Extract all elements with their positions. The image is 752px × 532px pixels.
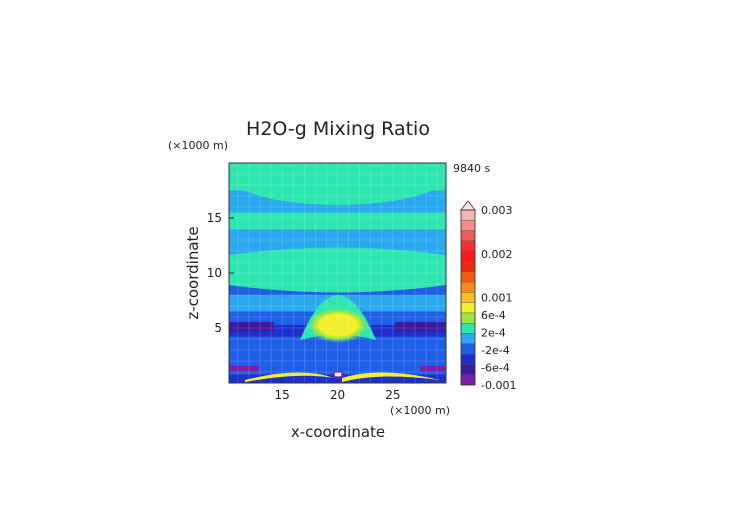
- time-label: 9840 s: [453, 162, 490, 175]
- colorbar-swatch: [460, 220, 476, 231]
- surface-right: [342, 372, 440, 382]
- y-ticks: 5 10 15: [207, 211, 234, 335]
- colorbar-swatch: [460, 292, 476, 303]
- colorbar-labels: 0.003 0.002 0.001 6e-4 2e-4 -2e-4 -6e-4 -0.001: [481, 204, 516, 392]
- colorbar-label: -2e-4: [481, 344, 510, 357]
- colorbar-swatch: [460, 250, 476, 262]
- colorbar-overflow-arrow: [460, 200, 476, 211]
- colorbar-swatch: [460, 281, 476, 293]
- x-ticks: 15 20 25: [275, 378, 400, 402]
- colorbar-swatch: [460, 323, 476, 334]
- gridlines: [229, 163, 446, 383]
- colorbar-swatch: [460, 374, 476, 386]
- colorbar-swatch: [460, 343, 476, 355]
- colorbar-label: 0.002: [481, 248, 513, 261]
- colorbar-swatch: [460, 230, 476, 242]
- field-band-1: [229, 361, 446, 375]
- y-tick-label: 5: [214, 321, 222, 335]
- surface-left: [245, 372, 334, 382]
- colorbar-swatch: [460, 271, 476, 283]
- x-axis-label: x-coordinate: [291, 423, 385, 441]
- colorbar-swatch: [460, 353, 476, 365]
- mid-lobe: [229, 247, 446, 293]
- field-band-9: [229, 212, 446, 229]
- colorbar-swatch: [460, 364, 476, 375]
- colorbar-label: 6e-4: [481, 309, 506, 322]
- plot-area: [229, 163, 446, 383]
- upper-cavity: [250, 195, 425, 210]
- bottom-band-left: [229, 366, 259, 372]
- y-tick-label: 15: [207, 211, 222, 225]
- bottom-band-right: [420, 366, 446, 372]
- colorbar-swatch: [460, 261, 476, 272]
- colorbar-label: 0.003: [481, 204, 513, 217]
- colorbar-frame: [460, 209, 476, 386]
- colorbar-label: 0.001: [481, 292, 513, 305]
- source-marker: [333, 371, 343, 378]
- x-units-label: (×1000 m): [390, 404, 450, 417]
- field-features: [229, 163, 446, 382]
- colorbar-swatch: [460, 333, 476, 345]
- colorbar-swatch: [460, 240, 476, 252]
- upper-lobe: [229, 163, 446, 208]
- chart-title: H2O-g Mixing Ratio: [246, 118, 430, 140]
- colorbar-swatch: [460, 209, 476, 221]
- x-tick-label: 15: [275, 388, 290, 402]
- dark-band-left: [229, 322, 274, 332]
- colorbar-label: 2e-4: [481, 327, 506, 340]
- yellow-core-inner: [318, 314, 358, 336]
- x-tick-label: 25: [385, 388, 400, 402]
- y-axis-label: z-coordinate: [184, 226, 202, 319]
- y-tick-label: 10: [207, 266, 222, 280]
- colorbar-swatch: [460, 302, 476, 314]
- colorbar-label: -6e-4: [481, 362, 510, 375]
- dark-band-right: [395, 322, 446, 332]
- x-tick-label: 20: [330, 388, 345, 402]
- colorbar-swatch: [460, 312, 476, 324]
- colorbar-label: -0.001: [481, 379, 516, 392]
- y-units-label: (×1000 m): [168, 139, 228, 152]
- colorbar: [460, 200, 476, 386]
